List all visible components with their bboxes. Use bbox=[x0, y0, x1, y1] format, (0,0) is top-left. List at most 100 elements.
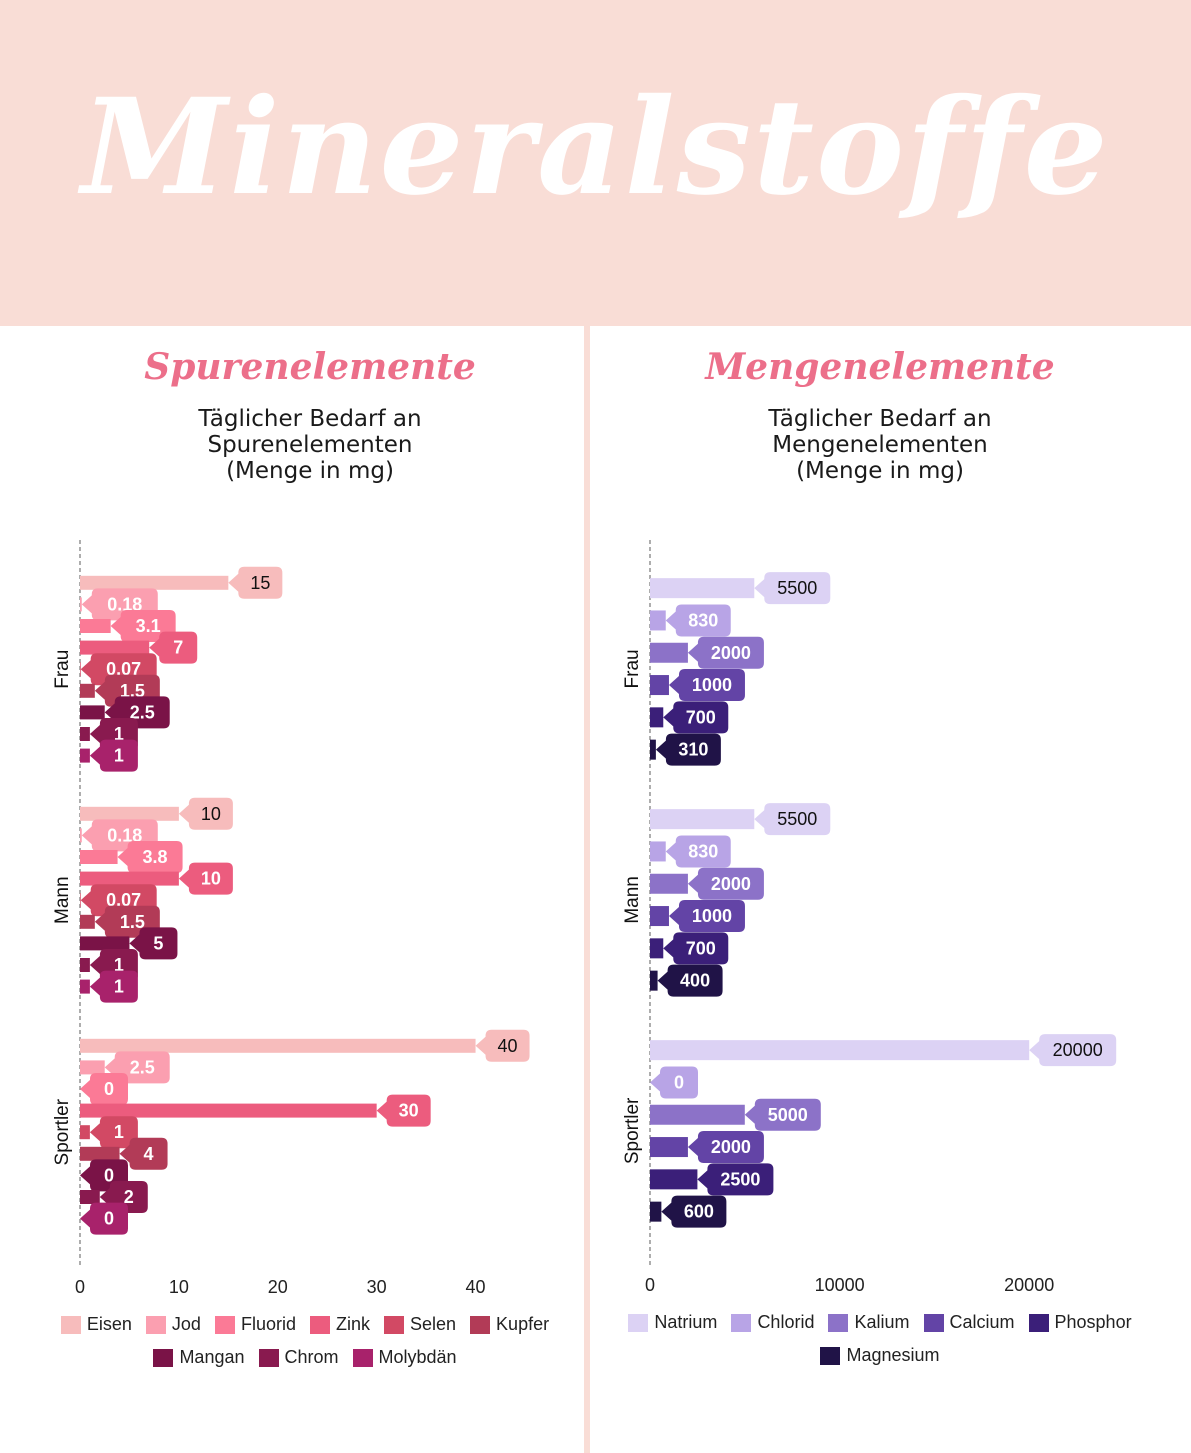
data-label-bg bbox=[697, 1163, 774, 1196]
data-label: 1000 bbox=[692, 675, 732, 695]
data-label-bg bbox=[754, 803, 831, 836]
data-label-bg bbox=[119, 1137, 168, 1170]
bar-chrom-sportler bbox=[80, 1190, 100, 1204]
data-label: 2000 bbox=[711, 643, 751, 663]
data-label-bg bbox=[668, 669, 745, 702]
data-label-bg bbox=[178, 797, 233, 830]
data-label: 0.07 bbox=[106, 659, 141, 679]
legend-label: Zink bbox=[335, 1314, 370, 1334]
data-label: 0.18 bbox=[107, 825, 142, 845]
data-label-bg bbox=[80, 1073, 128, 1105]
legend-item-eisen: Eisen bbox=[60, 1314, 132, 1335]
chart-title-left: Täglicher Bedarf an Spurenelementen (Men… bbox=[60, 406, 560, 484]
legend-item-chlorid: Chlorid bbox=[731, 1312, 814, 1333]
legend-item-zink: Zink bbox=[309, 1314, 370, 1335]
data-label: 15 bbox=[250, 573, 270, 593]
bar-kalium-sportler bbox=[650, 1104, 745, 1125]
data-label: 30 bbox=[399, 1101, 419, 1121]
bar-phosphor-sportler bbox=[650, 1169, 698, 1190]
x-tick-label: 0 bbox=[75, 1277, 85, 1297]
legend-item-selen: Selen bbox=[384, 1314, 456, 1335]
trace-elements-chart: 0 10 20 30 40Frau150.183.170.071.52.511Mann1… bbox=[52, 540, 530, 1297]
data-label-bg bbox=[89, 1116, 138, 1149]
data-label-bg bbox=[475, 1029, 530, 1062]
section-divider bbox=[584, 326, 590, 1453]
bar-calcium-sportler bbox=[650, 1137, 688, 1158]
chart-title-line: Täglicher Bedarf an bbox=[768, 406, 992, 432]
data-label: 600 bbox=[684, 1202, 714, 1222]
bar-kupfer-frau bbox=[80, 683, 95, 698]
data-label: 2000 bbox=[711, 1137, 751, 1157]
bar-molybdaen-mann bbox=[80, 979, 90, 994]
data-label: 20000 bbox=[1053, 1040, 1103, 1060]
data-label: 2 bbox=[124, 1187, 134, 1207]
data-label: 1.5 bbox=[120, 912, 145, 932]
legend-item-natrium: Natrium bbox=[628, 1312, 717, 1333]
data-label-bg bbox=[665, 835, 731, 868]
bar-chrom-mann bbox=[80, 958, 90, 972]
x-tick-label: 20000 bbox=[1004, 1275, 1054, 1295]
legend-label: Kupfer bbox=[496, 1314, 550, 1334]
bar-jod-sportler bbox=[80, 1060, 105, 1075]
data-label-bg bbox=[149, 631, 198, 664]
data-label-bg bbox=[663, 932, 729, 965]
data-label: 1.5 bbox=[120, 681, 145, 701]
data-label: 1 bbox=[114, 746, 124, 766]
legend-swatch bbox=[145, 1315, 166, 1334]
chart-title-right: Täglicher Bedarf an Mengenelementen (Men… bbox=[630, 406, 1130, 484]
bar-jod-mann bbox=[80, 828, 82, 843]
header-banner: Mineralstoffe bbox=[0, 0, 1191, 326]
data-label-bg bbox=[89, 970, 138, 1003]
data-label: 40 bbox=[498, 1036, 518, 1056]
legend-swatch bbox=[1028, 1313, 1049, 1332]
legend-item-fluorid: Fluorid bbox=[214, 1314, 296, 1335]
legend-swatch bbox=[820, 1346, 841, 1365]
data-label-bg bbox=[744, 1098, 821, 1131]
bar-kupfer-mann bbox=[80, 914, 95, 929]
data-label: 1000 bbox=[692, 906, 732, 926]
bar-selen-frau bbox=[80, 662, 81, 677]
bar-zink-frau bbox=[80, 640, 150, 655]
legend-label: Jod bbox=[171, 1314, 201, 1334]
data-label: 7 bbox=[173, 638, 183, 658]
data-label-bg bbox=[687, 1131, 764, 1164]
data-label-bg bbox=[687, 867, 764, 900]
legend-item-kupfer: Kupfer bbox=[470, 1314, 549, 1335]
chart-title-line: Mengenelementen bbox=[772, 432, 988, 458]
legend-swatch bbox=[153, 1348, 174, 1367]
bar-magnesium-frau bbox=[650, 739, 656, 760]
legend-item-chrom: Chrom bbox=[258, 1347, 339, 1368]
group-label-sportler: Sportler bbox=[52, 1098, 73, 1165]
group-label-frau: Frau bbox=[622, 649, 643, 688]
legend-label: Chlorid bbox=[757, 1312, 815, 1332]
bar-phosphor-frau bbox=[650, 707, 664, 728]
data-label: 3.8 bbox=[143, 847, 168, 867]
chart-title-line: (Menge in mg) bbox=[796, 458, 964, 484]
data-label: 5500 bbox=[777, 809, 817, 829]
data-label: 0 bbox=[104, 1165, 114, 1185]
bar-calcium-frau bbox=[650, 675, 669, 696]
data-label-bg bbox=[657, 964, 723, 997]
legend-label: Kalium bbox=[854, 1312, 910, 1332]
bar-eisen-sportler bbox=[80, 1038, 476, 1053]
legend-label: Calcium bbox=[949, 1312, 1015, 1332]
legend-swatch bbox=[628, 1313, 649, 1332]
legend-swatch bbox=[214, 1315, 235, 1334]
legend-swatch bbox=[731, 1313, 752, 1332]
data-label: 1 bbox=[114, 955, 124, 975]
bar-fluorid-mann bbox=[80, 850, 118, 864]
data-label-bg bbox=[117, 841, 183, 873]
section-heading-left: Spurenelemente bbox=[144, 346, 476, 388]
legend-item-molybdaen: Molybdän bbox=[352, 1347, 457, 1368]
data-label-bg bbox=[650, 1066, 698, 1099]
bar-magnesium-sportler bbox=[650, 1201, 662, 1222]
legend-swatch bbox=[470, 1315, 491, 1334]
legend-label: Fluorid bbox=[240, 1314, 296, 1334]
data-label: 3.1 bbox=[136, 616, 161, 636]
data-label-bg bbox=[110, 610, 176, 642]
group-label-mann: Mann bbox=[622, 876, 643, 924]
legend-swatch bbox=[384, 1315, 404, 1334]
data-label-bg bbox=[80, 1202, 128, 1235]
data-label: 1 bbox=[114, 1122, 124, 1142]
